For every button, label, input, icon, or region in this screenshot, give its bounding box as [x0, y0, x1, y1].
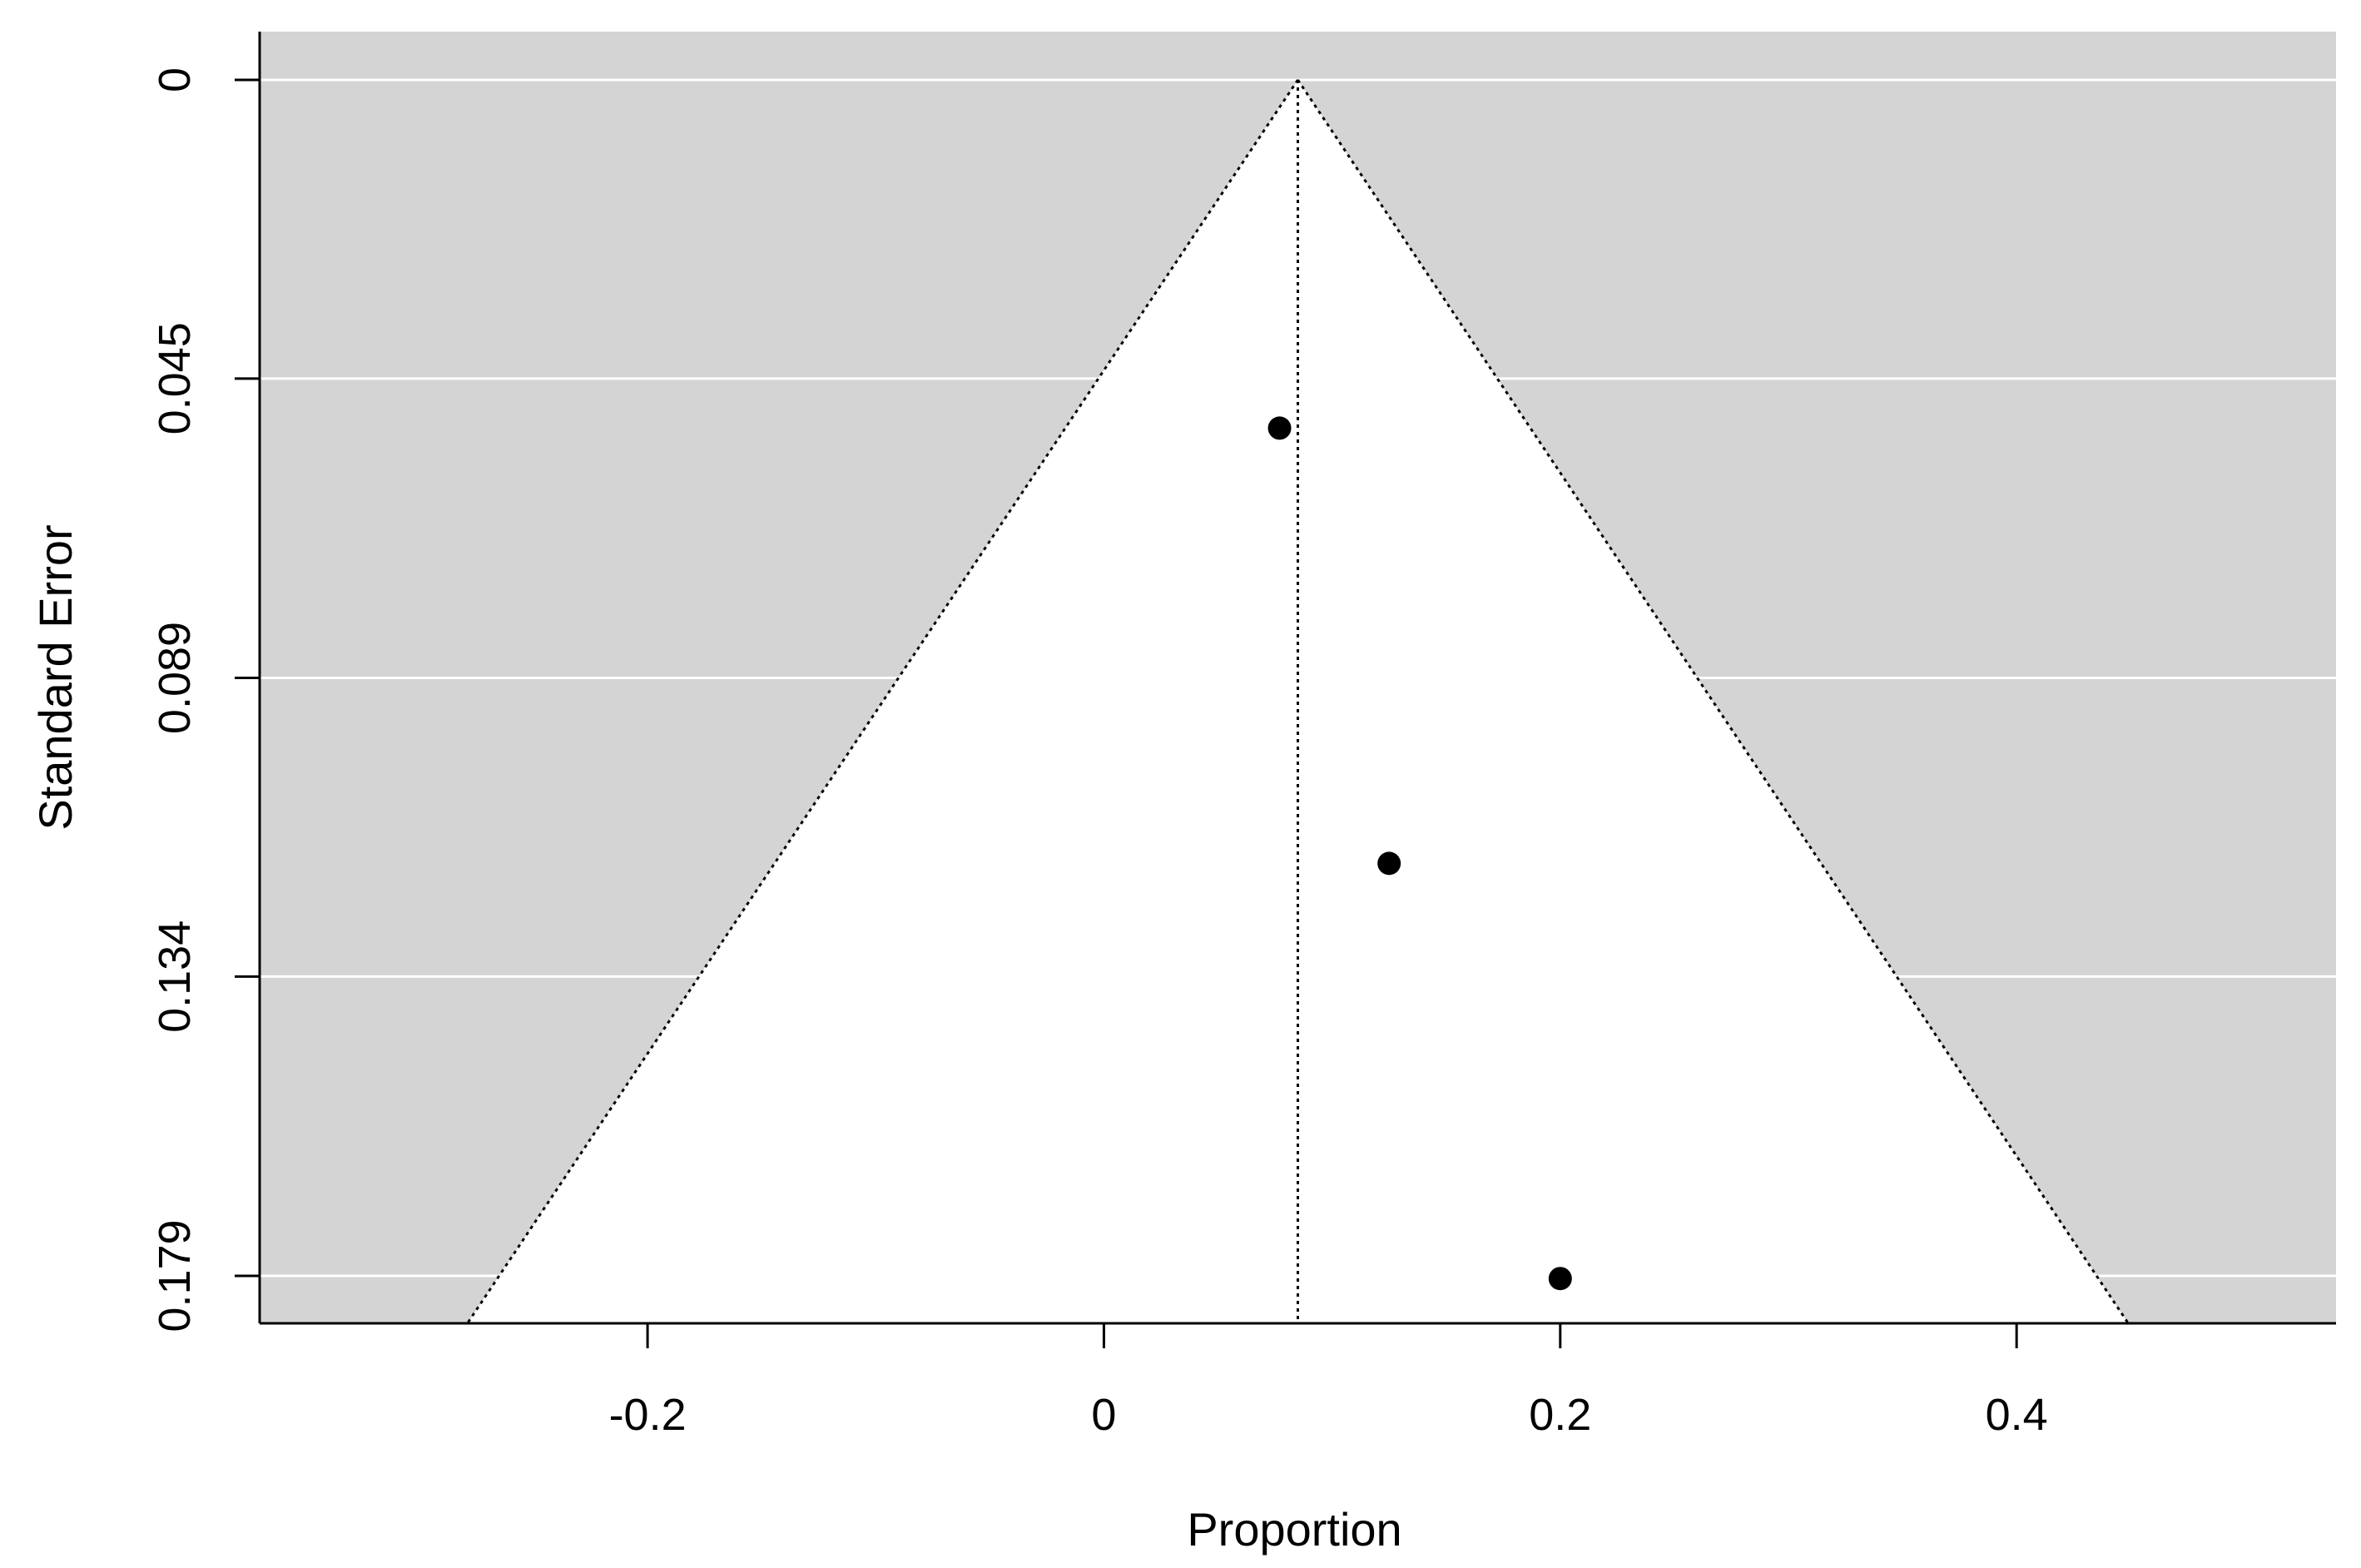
y-tick-label: 0.089 [150, 622, 200, 734]
x-axis-title: Proportion [1187, 1503, 1401, 1556]
x-axis-ticks: -0.2 0 0.2 0.4 [609, 1323, 2048, 1440]
y-tick-label: 0.179 [150, 1219, 200, 1332]
data-point [1548, 1267, 1572, 1291]
data-point [1267, 416, 1292, 440]
data-point [1377, 851, 1401, 876]
funnel-edges [465, 79, 2130, 1323]
funnel-right-edge [1297, 79, 2130, 1323]
y-tick-label: 0.134 [150, 920, 200, 1033]
y-axis-ticks: 0 0.045 0.089 0.134 0.179 [150, 67, 260, 1332]
x-tick-label: -0.2 [609, 1390, 687, 1440]
y-tick-label: 0.045 [150, 322, 200, 434]
x-tick-label: 0.4 [1986, 1390, 2048, 1440]
x-tick-label: 0.2 [1529, 1390, 1591, 1440]
data-points [1267, 416, 1572, 1291]
x-tick-label: 0 [1091, 1390, 1116, 1440]
y-axis-title: Standard Error [29, 524, 82, 830]
funnel-left-edge [465, 79, 1299, 1323]
y-tick-label: 0 [150, 67, 200, 92]
